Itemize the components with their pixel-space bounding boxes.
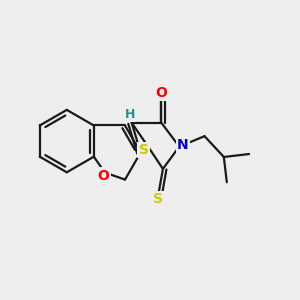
Text: O: O xyxy=(155,86,167,100)
Text: O: O xyxy=(98,169,110,183)
Text: N: N xyxy=(177,138,189,152)
Text: S: S xyxy=(154,193,164,206)
Text: H: H xyxy=(125,108,135,121)
Text: S: S xyxy=(139,143,148,157)
